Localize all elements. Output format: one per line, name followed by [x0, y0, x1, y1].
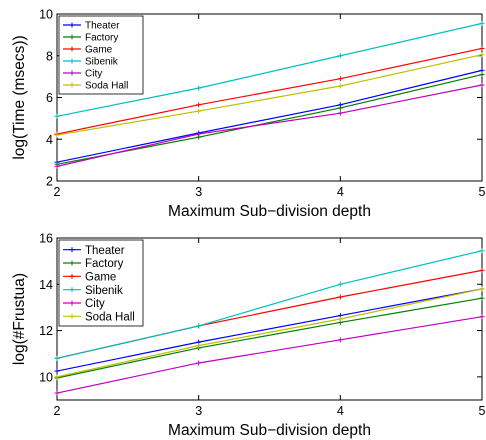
legend-label: City	[85, 69, 102, 80]
series-line-sibenik	[56, 22, 483, 117]
series-line-soda-hall	[56, 54, 483, 136]
legend-label: Game	[85, 271, 116, 283]
series-line-theater	[56, 288, 483, 372]
x-tick-label: 3	[195, 185, 202, 199]
x-tick-label: 5	[479, 185, 486, 199]
x-tick-label: 5	[479, 404, 486, 418]
series-line-game	[56, 47, 483, 135]
time-chart: 2 3 4 5 2 4 6 8 10 TheaterFactoryGameSibenikCityS…	[11, 8, 486, 221]
x-tick-label: 4	[337, 185, 344, 199]
x-tick-label: 2	[54, 404, 61, 418]
y-axis-label: log(#Frustua)	[11, 273, 28, 365]
y-tick-label: 10	[39, 8, 53, 22]
x-tick-label: 3	[195, 404, 202, 418]
x-tick-label: 2	[54, 185, 61, 199]
y-tick-label: 2	[46, 175, 53, 189]
legend-label: City	[85, 298, 105, 310]
y-tick-label: 12	[39, 324, 53, 338]
legend-label: Soda Hall	[85, 81, 128, 92]
y-tick-label: 6	[46, 91, 53, 105]
series-line-factory	[56, 297, 483, 379]
legend-box	[58, 15, 144, 95]
y-axis-label: log(Time (msecs))	[11, 35, 28, 159]
legend-label: Game	[85, 45, 113, 56]
y-tick-label: 14	[39, 278, 53, 292]
series-line-city	[56, 316, 483, 394]
x-tick-label: 4	[337, 404, 344, 418]
legend-label: Theater	[85, 245, 125, 257]
y-tick-label: 10	[39, 370, 53, 384]
legend-label: Factory	[85, 33, 118, 44]
legend-box	[58, 239, 144, 327]
y-tick-label: 16	[39, 232, 53, 246]
legend-label: Sibenik	[85, 285, 123, 297]
series-line-city	[56, 84, 483, 167]
series-line-theater	[56, 69, 483, 163]
legend-label: Sibenik	[85, 57, 119, 68]
y-tick-label: 4	[46, 133, 53, 147]
series-line-soda-hall	[56, 288, 483, 378]
y-tick-label: 8	[46, 49, 53, 63]
x-axis-label: Maximum Sub−division depth	[168, 203, 371, 220]
legend-label: Factory	[85, 258, 124, 270]
x-axis-label: Maximum Sub−division depth	[168, 422, 371, 439]
legend-label: Theater	[85, 21, 120, 32]
series-line-sibenik	[56, 250, 483, 359]
legend-label: Soda Hall	[85, 311, 135, 323]
